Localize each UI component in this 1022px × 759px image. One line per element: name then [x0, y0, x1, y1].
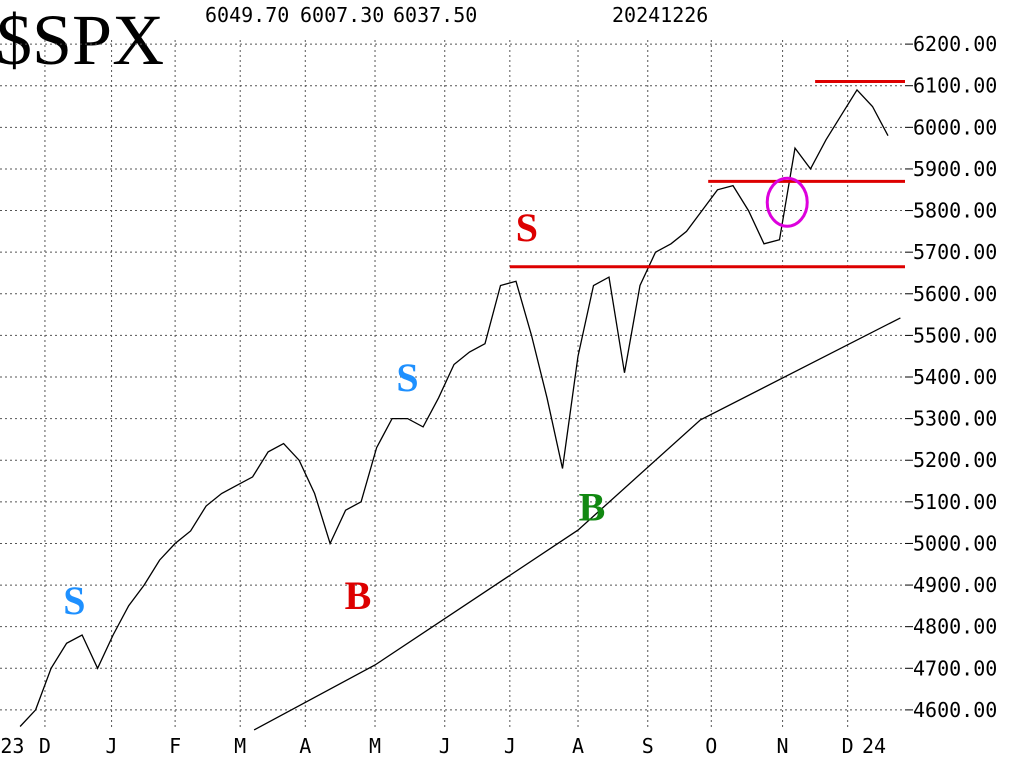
y-tick-label: 4600.00	[913, 698, 997, 722]
y-tick-label: 4700.00	[913, 656, 997, 680]
header-value: 6049.70	[205, 3, 289, 27]
signal-label: B	[579, 484, 606, 529]
x-tick-label: F	[169, 734, 181, 758]
y-tick-label: 5200.00	[913, 448, 997, 472]
y-tick-label: 5000.00	[913, 531, 997, 555]
y-tick-label: 6200.00	[913, 32, 997, 56]
highlight-circle	[765, 176, 809, 228]
y-tick-label: 5300.00	[913, 407, 997, 431]
y-tick-label: 5700.00	[913, 240, 997, 264]
header-value: 6007.30	[300, 3, 384, 27]
signal-label: B	[345, 573, 372, 618]
y-tick-label: 5400.00	[913, 365, 997, 389]
x-tick-label: J	[504, 734, 516, 758]
x-tick-label: M	[369, 734, 381, 758]
x-tick-label: 24	[862, 734, 886, 758]
y-tick-label: 6100.00	[913, 74, 997, 98]
y-tick-label: 5100.00	[913, 490, 997, 514]
header-value: 20241226	[612, 3, 708, 27]
x-tick-label: S	[642, 734, 654, 758]
x-tick-label: N	[777, 734, 789, 758]
signal-label: S	[396, 355, 418, 400]
x-tick-label: J	[106, 734, 118, 758]
y-tick-label: 5900.00	[913, 157, 997, 181]
y-tick-label: 6000.00	[913, 115, 997, 139]
x-tick-label: O	[705, 734, 717, 758]
price-line	[19, 88, 889, 727]
x-tick-label: D	[39, 734, 51, 758]
y-tick-label: 4900.00	[913, 573, 997, 597]
y-tick-label: 4800.00	[913, 615, 997, 639]
x-tick-label: A	[299, 734, 311, 758]
y-tick-label: 5500.00	[913, 323, 997, 347]
price-line	[253, 317, 901, 731]
header-value: 6037.50	[393, 3, 477, 27]
x-tick-label: 23	[0, 734, 24, 758]
signal-label: S	[63, 578, 85, 623]
x-tick-label: J	[439, 734, 451, 758]
y-tick-label: 5800.00	[913, 199, 997, 223]
y-tick-label: 5600.00	[913, 282, 997, 306]
signal-label: S	[516, 205, 538, 250]
x-tick-label: A	[572, 734, 584, 758]
x-tick-label: D	[842, 734, 854, 758]
chart-title: $SPX	[0, 0, 164, 80]
x-tick-label: M	[234, 734, 246, 758]
